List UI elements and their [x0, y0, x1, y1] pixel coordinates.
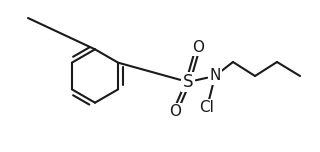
Text: O: O: [192, 40, 204, 55]
Text: S: S: [183, 73, 193, 91]
Text: Cl: Cl: [200, 100, 214, 116]
Text: O: O: [169, 105, 181, 119]
Text: N: N: [209, 69, 221, 83]
